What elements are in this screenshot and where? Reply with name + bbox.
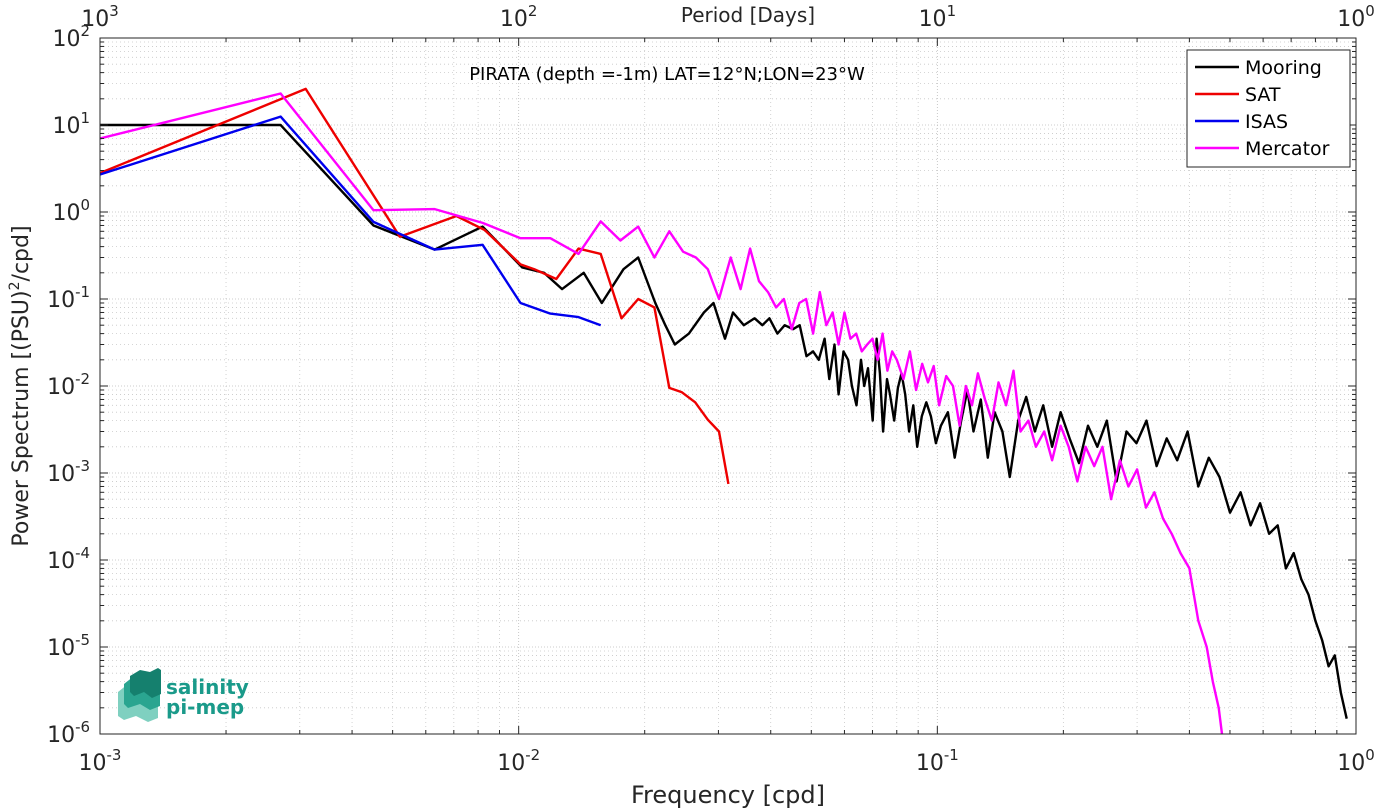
- y-tick-label: 102: [52, 22, 90, 52]
- y-tick-label: 10-6: [47, 718, 90, 748]
- y-tick-label-exp: -4: [75, 544, 90, 562]
- y-axis-label-main: Power Spectrum [(PSU): [9, 290, 34, 546]
- x-tick-label-exp: -1: [944, 746, 959, 764]
- y-tick-label-exp: -3: [75, 457, 90, 475]
- y-axis-label: Power Spectrum [(PSU)2/cpd]: [7, 225, 34, 546]
- y-tick-label: 100: [52, 196, 90, 226]
- legend-label: ISAS: [1245, 111, 1288, 133]
- x-tick-label-base: 10: [79, 751, 107, 776]
- top-tick-label-base: 10: [1337, 7, 1365, 32]
- y-axis-label-tail: /cpd]: [9, 225, 34, 281]
- series-line-mercator: [100, 92, 1224, 734]
- top-tick-label-exp: 0: [1365, 2, 1375, 20]
- top-tick-label: 102: [500, 2, 538, 32]
- series-line-mooring: [100, 123, 1348, 719]
- y-tick-label: 10-2: [47, 370, 90, 400]
- x-tick-label: 10-2: [497, 746, 540, 776]
- y-tick-label-exp: 0: [80, 196, 90, 214]
- y-tick-label: 10-4: [47, 544, 90, 574]
- y-tick-label-base: 10: [52, 114, 80, 139]
- y-tick-label-base: 10: [52, 201, 80, 226]
- y-tick-label: 10-5: [47, 631, 90, 661]
- y-tick-label-base: 10: [47, 549, 75, 574]
- x-tick-label-base: 10: [1337, 751, 1365, 776]
- x-tick-label-base: 10: [497, 751, 525, 776]
- y-tick-label-exp: -2: [75, 370, 90, 388]
- x-tick-label-exp: 0: [1365, 746, 1375, 764]
- y-tick-label: 10-1: [47, 283, 90, 313]
- y-tick-label-base: 10: [47, 723, 75, 748]
- series-layer: [100, 87, 1348, 734]
- y-tick-label-base: 10: [47, 636, 75, 661]
- x-tick-label-base: 10: [916, 751, 944, 776]
- y-tick-label-base: 10: [47, 375, 75, 400]
- x-axis-label: Frequency [cpd]: [631, 781, 825, 809]
- x-tick-label: 10-3: [79, 746, 122, 776]
- logo-mark-icon: [118, 668, 161, 722]
- logo-line2: pi-mep: [166, 695, 244, 719]
- y-tick-label: 101: [52, 109, 90, 139]
- y-tick-label-base: 10: [47, 288, 75, 313]
- top-tick-label-base: 10: [500, 7, 528, 32]
- top-tick-label-exp: 2: [528, 2, 538, 20]
- series-line-isas: [100, 115, 602, 327]
- y-tick-label-base: 10: [52, 27, 80, 52]
- legend-label: Mooring: [1245, 57, 1322, 79]
- y-tick-label-exp: 1: [80, 109, 90, 127]
- top-tick-label-base: 10: [81, 7, 109, 32]
- top-tick-label-exp: 1: [947, 2, 957, 20]
- y-tick-label: 10-3: [47, 457, 90, 487]
- tick-marks: [99, 38, 1356, 735]
- chart-title: PIRATA (depth =-1m) LAT=12°N;LON=23°W: [469, 64, 865, 85]
- legend-label: Mercator: [1245, 138, 1330, 160]
- y-tick-label-exp: -5: [75, 631, 90, 649]
- y-axis-label-sup: 2: [7, 281, 23, 290]
- logo-line1: salinity: [166, 675, 249, 699]
- y-tick-label-exp: -1: [75, 283, 90, 301]
- logo: salinity pi-mep: [118, 668, 249, 722]
- y-tick-label-exp: -6: [75, 718, 90, 736]
- x-tick-label-exp: -3: [107, 746, 122, 764]
- top-tick-label-base: 10: [919, 7, 947, 32]
- y-tick-label-base: 10: [47, 462, 75, 487]
- legend: Mooring SAT ISAS Mercator: [1186, 49, 1351, 168]
- top-tick-label: 101: [919, 2, 957, 32]
- top-tick-label: 103: [81, 2, 119, 32]
- top-axis-label: Period [Days]: [681, 3, 815, 27]
- x-tick-label-exp: -2: [525, 746, 540, 764]
- x-tick-label: 100: [1337, 746, 1375, 776]
- legend-label: SAT: [1245, 84, 1281, 106]
- y-tick-label-exp: 2: [80, 22, 90, 40]
- top-tick-label: 100: [1337, 2, 1375, 32]
- top-tick-label-exp: 3: [109, 2, 119, 20]
- x-tick-label: 10-1: [916, 746, 959, 776]
